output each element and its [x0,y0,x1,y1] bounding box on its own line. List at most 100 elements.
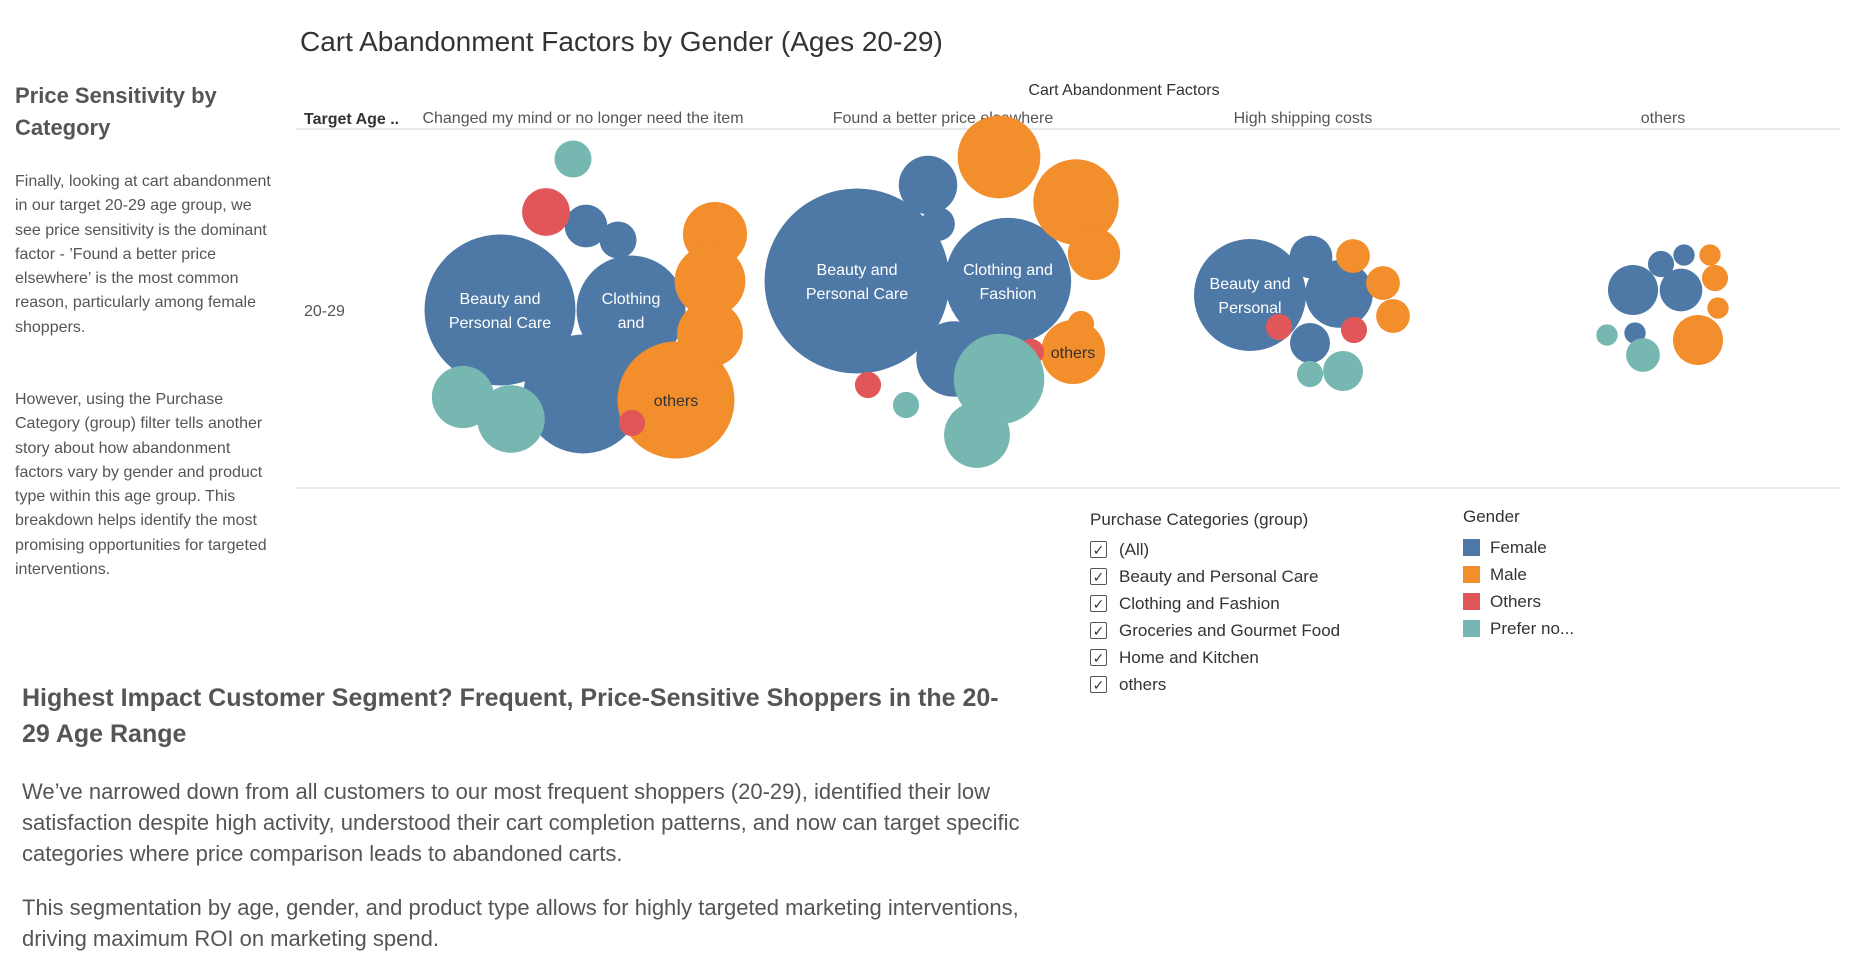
column-header: Cart Abandonment Factors [1028,82,1219,99]
bubble-label: Clothing and Fashion [963,262,1053,303]
filter-option-label: Home and Kitchen [1119,647,1259,667]
bubble-male[interactable] [1033,159,1119,245]
bubble-female[interactable] [1659,268,1703,312]
legend-item[interactable]: Male [1463,561,1574,588]
bubble-male[interactable] [1040,319,1106,385]
bubble-female[interactable] [523,334,643,454]
filter-option[interactable]: ✓ (All) [1090,536,1340,563]
bubble-male[interactable] [1067,227,1121,281]
legend-label: Prefer no... [1490,618,1575,638]
left-paragraph-1: Finally, looking at cart abandonment in … [15,173,271,336]
chart-title: Cart Abandonment Factors by Gender (Ages… [300,26,943,57]
category-filter: Purchase Categories (group) ✓ (All) ✓ Beaut… [1090,510,1340,698]
bubble-prefer_not[interactable] [892,391,920,419]
filter-option[interactable]: ✓ Clothing and Fashion [1090,590,1340,617]
bubble-female[interactable] [576,255,686,365]
bubble-prefer_not[interactable] [554,140,592,178]
checkbox[interactable]: ✓ [1090,568,1107,585]
bubble-male[interactable] [674,245,746,317]
legend-title: Gender [1463,507,1520,526]
bubble-others[interactable] [522,188,570,236]
bubble-male[interactable] [677,301,743,367]
filter-option[interactable]: ✓ Beauty and Personal Care [1090,563,1340,590]
legend-item[interactable]: Female [1463,534,1574,561]
bottom-paragraph-1: We’ve narrowed down from all customers t… [22,779,1020,866]
checkbox[interactable]: ✓ [1090,595,1107,612]
legend-swatch [1463,620,1480,637]
filter-option[interactable]: ✓ others [1090,671,1340,698]
bubble-chart: Cart Abandonment Factors Target Age .. 2… [296,82,1840,489]
legend-swatch [1463,539,1480,556]
bubble-female[interactable] [424,234,576,386]
bubble-label: others [1051,345,1095,362]
bubble-female[interactable] [1289,235,1333,279]
gender-legend: Gender Female Male Others Prefer no... [1463,507,1574,642]
bubble-prefer_not[interactable] [1323,351,1363,391]
filter-option-label: Groceries and Gourmet Food [1119,620,1341,640]
checkbox[interactable]: ✓ [1090,649,1107,666]
legend-label: Female [1490,537,1547,557]
checkbox[interactable]: ✓ [1090,622,1107,639]
bubble-label: others [654,393,698,410]
bubble-male[interactable] [957,115,1041,199]
bubble-label: Beauty and Personal Care [806,262,908,303]
bubble-female[interactable] [898,155,958,215]
checkbox[interactable]: ✓ [1090,541,1107,558]
filter-option-label: (All) [1119,539,1150,559]
legend-label: Male [1490,564,1527,584]
bubble-female[interactable] [1290,323,1330,363]
bubble-female[interactable] [921,207,955,241]
bubble-label: Beauty and Personal [1210,276,1291,317]
legend-swatch [1463,566,1480,583]
bubble-male[interactable] [1366,266,1400,300]
bubble-prefer_not[interactable] [944,402,1010,468]
checkbox[interactable]: ✓ [1090,676,1107,693]
bubble-male[interactable] [1672,314,1724,366]
bubble-prefer_not[interactable] [1296,360,1324,388]
bubble-female[interactable] [764,188,950,374]
bubble-prefer_not[interactable] [953,333,1045,425]
filter-option-label: Clothing and Fashion [1119,593,1280,613]
filter-option-label: others [1119,674,1167,694]
legend-item[interactable]: Prefer no... [1463,615,1574,642]
bubble-others[interactable] [1265,313,1293,341]
bubble-prefer_not[interactable] [1596,324,1618,346]
bubble-male[interactable] [1067,310,1095,338]
bubble-female[interactable] [944,217,1072,345]
filter-title: Purchase Categories (group) [1090,510,1309,529]
bubble-male[interactable] [1376,299,1410,333]
section-title: Price Sensitivity by Category [15,83,217,140]
filter-option-label: Beauty and Personal Care [1119,566,1319,586]
bubble-male[interactable] [1707,297,1729,319]
bubble-female[interactable] [1673,244,1695,266]
filter-option[interactable]: ✓ Home and Kitchen [1090,644,1340,671]
bubble-female[interactable] [1647,250,1675,278]
bubble-others[interactable] [854,371,882,399]
bubble-others[interactable] [1340,316,1368,344]
bubble-female[interactable] [1305,260,1373,328]
filter-option[interactable]: ✓ Groceries and Gourmet Food [1090,617,1340,644]
factor-label: High shipping costs [1234,110,1373,127]
bottom-paragraph-2: This segmentation by age, gender, and pr… [22,895,1019,951]
legend-label: Others [1490,591,1542,611]
bubble-label: Clothing and [602,291,661,332]
bubble-male[interactable] [617,341,735,459]
row-header: Target Age .. [304,111,399,128]
factor-label: others [1641,110,1685,127]
bubble-female[interactable] [564,204,608,248]
bubble-label: Beauty and Personal Care [449,291,551,332]
bubble-prefer_not[interactable] [477,385,545,453]
bubble-male[interactable] [1701,264,1729,292]
legend-item[interactable]: Others [1463,588,1574,615]
left-paragraph-2: However, using the Purchase Category (gr… [15,391,267,579]
factor-label: Changed my mind or no longer need the it… [422,110,743,127]
legend-swatch [1463,593,1480,610]
bubble-prefer_not[interactable] [1626,338,1660,372]
bubble-female[interactable] [599,221,637,259]
bubble-female[interactable] [1607,264,1659,316]
bubble-male[interactable] [1699,244,1721,266]
bubble-others[interactable] [618,409,646,437]
bubble-male[interactable] [1336,239,1370,273]
bottom-heading: Highest Impact Customer Segment? Frequen… [22,684,999,748]
row-label: 20-29 [304,303,345,320]
